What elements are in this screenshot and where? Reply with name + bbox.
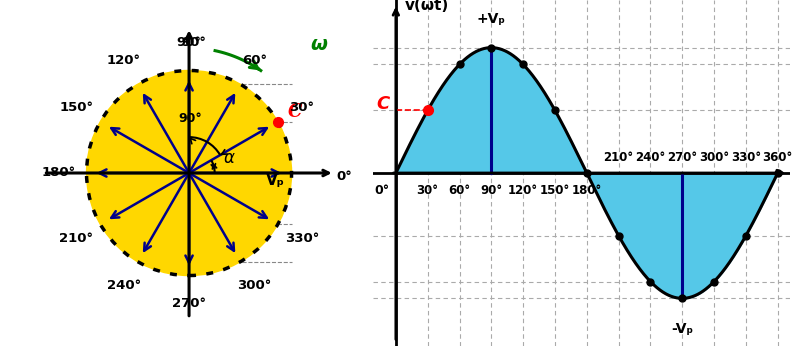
Text: 300°: 300°	[237, 279, 271, 292]
Text: Vₚ: Vₚ	[266, 173, 285, 188]
Text: 0°: 0°	[337, 170, 353, 183]
Text: 210°: 210°	[603, 151, 634, 164]
Text: 90°: 90°	[480, 184, 502, 197]
Text: 270°: 270°	[172, 297, 206, 310]
Text: 150°: 150°	[540, 184, 570, 197]
Text: -Vₚ: -Vₚ	[671, 322, 693, 336]
Text: 30°: 30°	[416, 184, 439, 197]
Circle shape	[87, 71, 291, 275]
Text: 330°: 330°	[731, 151, 761, 164]
Text: 60°: 60°	[448, 184, 470, 197]
Text: 90°: 90°	[181, 36, 207, 49]
Text: C: C	[377, 95, 390, 113]
Text: +Vₚ: +Vₚ	[477, 11, 505, 26]
Text: 360°: 360°	[763, 151, 793, 164]
Text: 0°: 0°	[374, 184, 389, 197]
Text: 270°: 270°	[667, 151, 697, 164]
Text: ω: ω	[310, 35, 327, 54]
Text: α: α	[224, 149, 235, 167]
Text: C: C	[288, 103, 302, 121]
Text: 300°: 300°	[699, 151, 729, 164]
Text: 90°: 90°	[177, 36, 201, 49]
Text: 330°: 330°	[285, 231, 319, 245]
Text: 120°: 120°	[107, 54, 141, 67]
Text: 180°: 180°	[41, 166, 76, 180]
Text: 90°: 90°	[179, 112, 202, 125]
Text: 30°: 30°	[289, 101, 314, 115]
Text: 120°: 120°	[508, 184, 538, 197]
Text: 60°: 60°	[242, 54, 267, 67]
Text: 150°: 150°	[59, 101, 93, 115]
Text: 240°: 240°	[635, 151, 665, 164]
Text: v(ωt): v(ωt)	[404, 0, 449, 13]
Text: 180°: 180°	[572, 184, 602, 197]
Text: 210°: 210°	[59, 231, 93, 245]
Text: 240°: 240°	[107, 279, 141, 292]
